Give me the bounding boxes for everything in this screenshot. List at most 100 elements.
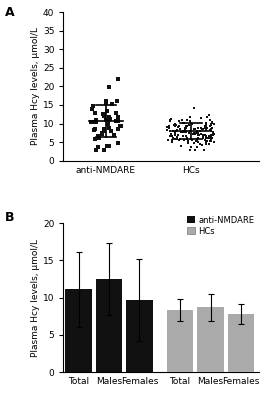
Point xyxy=(173,123,177,129)
Point xyxy=(202,146,206,153)
Point xyxy=(200,126,204,132)
Point xyxy=(183,127,187,133)
Point xyxy=(190,136,194,143)
Point xyxy=(176,124,180,130)
Point xyxy=(116,126,120,132)
Point xyxy=(208,117,212,123)
Point xyxy=(203,124,207,130)
Point xyxy=(182,128,186,134)
Point xyxy=(182,128,186,135)
Point xyxy=(208,126,212,133)
Point xyxy=(183,123,188,129)
Legend: anti-NMDARE, HCs: anti-NMDARE, HCs xyxy=(187,216,254,236)
Point xyxy=(104,99,108,106)
Point xyxy=(204,140,209,147)
Point xyxy=(189,143,193,150)
Point xyxy=(177,117,181,124)
Point xyxy=(117,123,122,130)
Point xyxy=(205,114,209,120)
Point xyxy=(119,122,123,129)
Point xyxy=(195,137,199,144)
Point xyxy=(209,121,213,128)
Point xyxy=(110,101,114,108)
Point xyxy=(109,128,113,134)
Point xyxy=(196,132,200,138)
Point xyxy=(203,123,207,129)
Point xyxy=(204,139,208,146)
Point xyxy=(187,130,191,136)
Y-axis label: Plasma Hcy levels, μmol/L: Plasma Hcy levels, μmol/L xyxy=(31,239,40,357)
Point xyxy=(173,131,177,137)
Point xyxy=(170,139,174,146)
Point xyxy=(114,110,118,116)
Point xyxy=(204,120,208,126)
Point xyxy=(102,113,107,119)
Point xyxy=(184,125,188,132)
Point xyxy=(105,108,109,114)
Y-axis label: Plasma Hcy levels, μmol/L: Plasma Hcy levels, μmol/L xyxy=(31,27,40,145)
Point xyxy=(178,126,182,132)
Point xyxy=(200,126,205,132)
Point xyxy=(179,128,183,135)
Point xyxy=(165,126,169,133)
Point xyxy=(191,140,196,146)
Point xyxy=(182,120,187,126)
Point xyxy=(166,137,170,143)
Point xyxy=(100,129,105,136)
Point xyxy=(184,129,188,136)
Point xyxy=(116,117,120,124)
Point xyxy=(102,126,106,133)
Point xyxy=(203,125,207,131)
Point xyxy=(171,135,175,141)
Point xyxy=(195,144,199,150)
Point xyxy=(204,134,208,140)
Point xyxy=(209,133,214,139)
Point xyxy=(199,115,203,122)
Point xyxy=(188,118,192,124)
Point xyxy=(204,126,208,133)
Bar xyxy=(126,300,153,372)
Point xyxy=(211,132,215,138)
Point xyxy=(176,124,181,130)
Point xyxy=(106,121,110,128)
Point xyxy=(167,125,171,132)
Point xyxy=(208,137,212,144)
Point xyxy=(109,128,113,134)
Bar xyxy=(167,310,193,372)
Point xyxy=(188,114,192,121)
Point xyxy=(100,131,104,137)
Point xyxy=(196,129,200,136)
Text: A: A xyxy=(5,6,14,19)
Point xyxy=(193,146,197,153)
Point xyxy=(93,136,98,142)
Point xyxy=(91,102,95,109)
Point xyxy=(173,129,177,135)
Point xyxy=(210,120,214,126)
Point xyxy=(186,138,190,144)
Point xyxy=(96,133,100,139)
Point xyxy=(181,132,186,139)
Point xyxy=(93,117,98,123)
Point xyxy=(207,133,211,140)
Point xyxy=(185,136,189,142)
Point xyxy=(208,122,212,129)
Point xyxy=(170,132,174,139)
Point xyxy=(89,119,93,126)
Point xyxy=(186,140,190,146)
Point xyxy=(172,136,177,143)
Point xyxy=(116,114,121,120)
Point xyxy=(193,126,197,132)
Point xyxy=(181,120,185,126)
Point xyxy=(114,118,118,124)
Point xyxy=(183,133,188,139)
Point xyxy=(194,138,198,144)
Point xyxy=(184,128,188,134)
Point xyxy=(112,132,116,139)
Point xyxy=(173,132,177,138)
Point xyxy=(177,117,181,124)
Point xyxy=(175,127,179,133)
Point xyxy=(209,137,213,144)
Point xyxy=(178,126,182,132)
Point xyxy=(168,118,172,124)
Point xyxy=(190,121,194,127)
